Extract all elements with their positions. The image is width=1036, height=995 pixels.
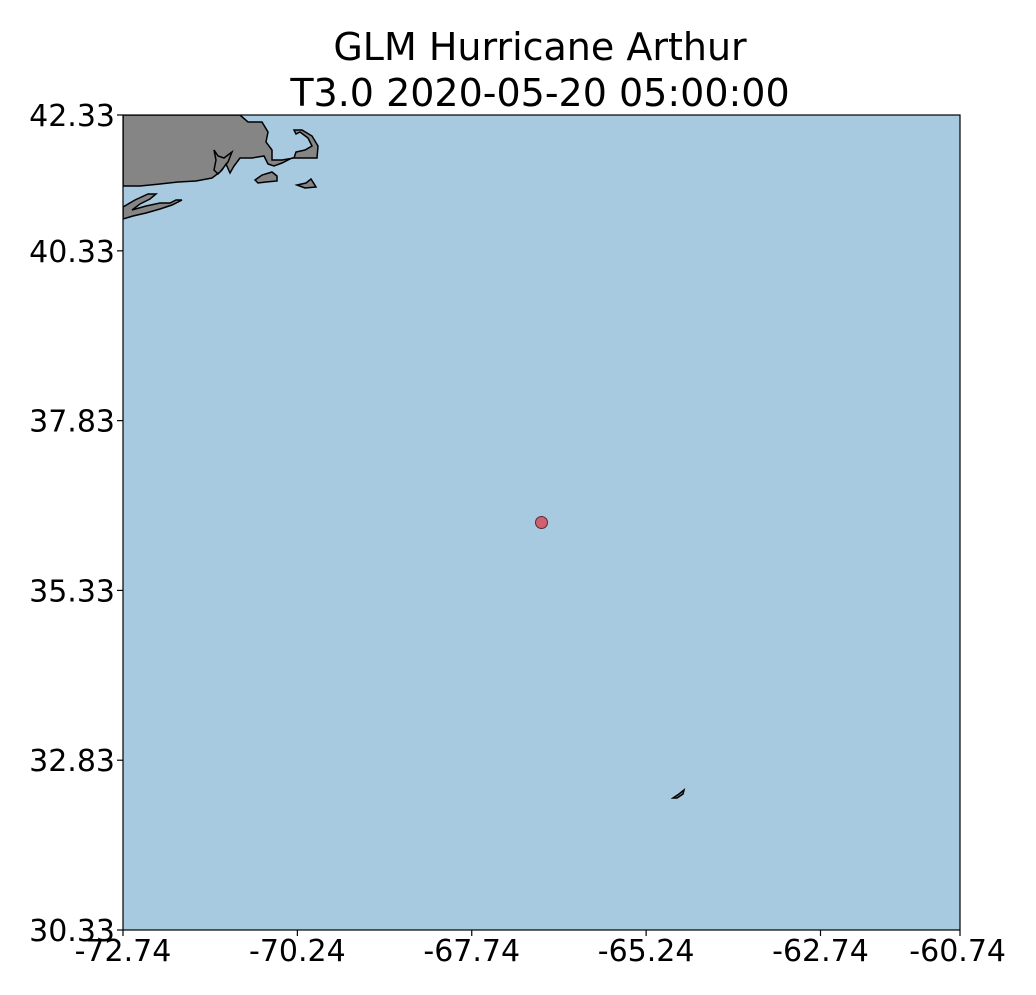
land-bermuda [670, 788, 686, 799]
y-tick-label: 40.33 [29, 235, 115, 270]
title-line-2: T3.0 2020-05-20 05:00:00 [289, 71, 789, 115]
y-tick-label: 42.33 [29, 99, 115, 134]
glm-points [535, 516, 548, 529]
x-tick-label: -65.24 [598, 934, 695, 969]
y-tick-label: 32.83 [29, 744, 115, 779]
land-marthas-vineyard [253, 171, 278, 184]
y-tick-label: 35.33 [29, 574, 115, 609]
y-tick-label: 37.83 [29, 405, 115, 440]
title-line-1: GLM Hurricane Arthur [333, 25, 747, 69]
land-long-island [123, 193, 183, 220]
glm-point [535, 516, 548, 529]
axes-frame [122, 114, 961, 931]
x-axis: -72.74 -70.24 -67.74 -65.24 -62.74 -60.74 [75, 930, 1006, 969]
x-tick-label: -62.74 [772, 934, 869, 969]
land-new-england [123, 115, 319, 187]
x-tick-label: -67.74 [423, 934, 520, 969]
x-tick-label: -72.74 [75, 934, 172, 969]
x-tick-label: -70.24 [249, 934, 346, 969]
land-group [123, 115, 319, 220]
y-tick-label: 30.33 [29, 914, 115, 949]
x-tick-label: -60.74 [909, 934, 1006, 969]
land-nantucket [294, 177, 318, 189]
y-axis: 42.33 40.33 37.83 35.33 32.83 30.33 [29, 99, 123, 949]
